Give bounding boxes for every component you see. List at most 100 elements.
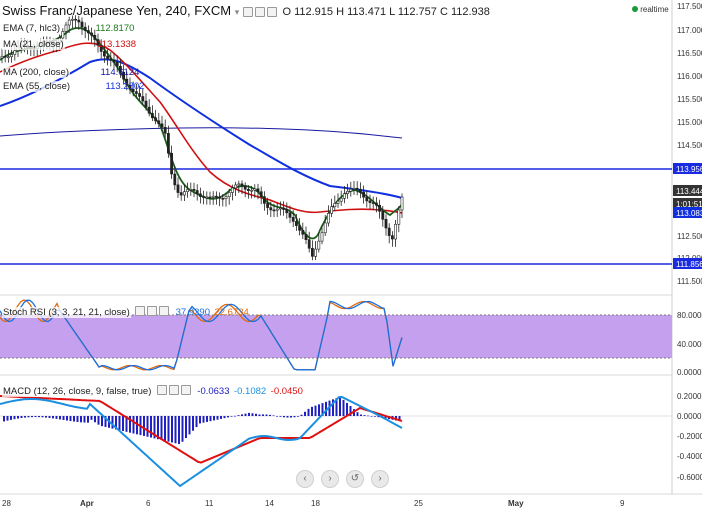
realtime-dot-icon: [632, 6, 638, 12]
macd-histogram-bar: [115, 416, 117, 430]
macd-histogram-bar: [192, 416, 194, 431]
indicator-ma200[interactable]: MA (200, close) 114.6124: [2, 62, 139, 80]
macd-histogram-bar: [27, 416, 30, 418]
date-tick-label: Apr: [80, 499, 94, 508]
macd-histogram-bar: [265, 414, 268, 416]
candlestick: [3, 48, 7, 63]
macd-histogram-bar: [349, 406, 352, 416]
price-tick-label: 116.500: [677, 49, 702, 58]
candlestick: [237, 180, 241, 193]
macd-histogram-bar: [136, 416, 138, 435]
candlestick: [186, 182, 190, 198]
price-marker-label: 1:01:51: [676, 200, 702, 209]
settings-icon[interactable]: [147, 305, 158, 316]
candlestick: [307, 231, 311, 253]
ema7-line: [0, 27, 403, 240]
candlestick: [365, 190, 369, 208]
candlestick: [320, 224, 324, 245]
candlestick: [170, 145, 174, 179]
indicator-ema55[interactable]: EMA (55, close) 113.2802: [2, 76, 144, 94]
close-icon[interactable]: [266, 6, 277, 17]
close-icon[interactable]: [180, 384, 191, 395]
candlestick: [167, 125, 170, 158]
eye-icon[interactable]: [156, 384, 167, 395]
ema55-label: EMA (55, close): [2, 81, 72, 92]
candlestick: [262, 191, 266, 211]
settings-icon[interactable]: [168, 384, 179, 395]
candlestick: [0, 48, 4, 64]
candlestick: [400, 193, 404, 218]
macd-histogram-bar: [3, 416, 5, 422]
macd-tick-label: -0.2000: [677, 432, 702, 441]
eye-icon[interactable]: [242, 6, 253, 17]
macd-histogram-bar: [332, 399, 334, 416]
candlestick: [135, 83, 138, 98]
close-icon[interactable]: [159, 305, 170, 316]
stoch-rsi-legend[interactable]: Stoch RSI (3, 3, 21, 21, close) 37.9290 …: [2, 302, 249, 320]
price-tick-label: 117.500: [677, 2, 702, 11]
macd-histogram-bar: [220, 416, 222, 419]
candlestick: [195, 184, 199, 201]
candlestick: [301, 222, 305, 240]
macd-histogram-bar: [216, 416, 219, 420]
macd-histogram-bar: [325, 401, 327, 416]
candlestick: [243, 182, 247, 198]
candlestick: [390, 231, 394, 247]
scroll-left-icon[interactable]: ‹: [296, 470, 314, 488]
macd-histogram-bar: [6, 416, 9, 421]
candlestick: [221, 194, 225, 207]
candlestick: [160, 115, 164, 132]
candlestick: [106, 49, 110, 66]
macd-histogram-bar: [360, 414, 362, 416]
candlestick: [125, 71, 129, 91]
candlestick: [352, 181, 356, 195]
macd-histogram-bar: [174, 416, 177, 444]
macd-histogram-bar: [10, 416, 12, 420]
macd-histogram-bar: [129, 416, 131, 433]
stoch-tick-label: 0.0000: [677, 368, 702, 377]
stoch-tick-label: 40.0000: [677, 340, 702, 349]
stoch-k-line: [0, 299, 403, 371]
candlestick: [349, 181, 353, 197]
candlestick: [253, 184, 257, 198]
scroll-right-icon[interactable]: ›: [321, 470, 339, 488]
price-marker: 111.856: [673, 258, 702, 269]
scroll-end-icon[interactable]: ›: [371, 470, 389, 488]
candlestick: [256, 183, 260, 200]
date-tick-label: 11: [205, 499, 214, 508]
macd-histogram-bar: [318, 404, 320, 416]
eye-icon[interactable]: [135, 305, 146, 316]
macd-histogram-bar: [342, 399, 345, 416]
settings-icon[interactable]: [254, 6, 265, 17]
price-tick-label: 115.500: [677, 95, 702, 104]
indicator-ma21[interactable]: MA (21, close) 113.1338: [2, 34, 136, 52]
candlestick: [374, 197, 378, 213]
candlestick: [285, 202, 289, 219]
low-label: L: [389, 6, 395, 18]
date-tick-label: 6: [146, 499, 151, 508]
macd-histogram-bar: [269, 414, 271, 416]
macd-histogram-bar: [69, 416, 72, 422]
macd-histogram-bar: [300, 414, 303, 416]
candlestick: [208, 191, 212, 205]
macd-signal-line: [0, 395, 403, 464]
candlestick: [77, 15, 81, 30]
macd-histogram-bar: [171, 416, 173, 443]
candlestick: [317, 233, 321, 253]
macd-histogram-bar: [146, 416, 149, 437]
high-value: 113.471: [347, 6, 387, 18]
reset-icon[interactable]: ↺: [346, 470, 364, 488]
symbol-menu-icon[interactable]: ▾: [234, 7, 240, 17]
stoch-tick-label: 80.0000: [677, 311, 702, 320]
indicator-ema7[interactable]: EMA (7, hlc3) 112.8170: [2, 18, 134, 36]
macd-histogram-bar: [199, 416, 201, 424]
macd-histogram-bar: [34, 416, 37, 418]
candlestick: [333, 195, 337, 211]
macd-histogram-bar: [202, 416, 205, 423]
candlestick: [144, 93, 148, 111]
macd-legend[interactable]: MACD (12, 26, close, 9, false, true) -0.…: [2, 381, 303, 399]
macd-histogram-bar: [20, 416, 23, 419]
candlestick: [272, 203, 276, 218]
candlestick: [131, 81, 135, 97]
